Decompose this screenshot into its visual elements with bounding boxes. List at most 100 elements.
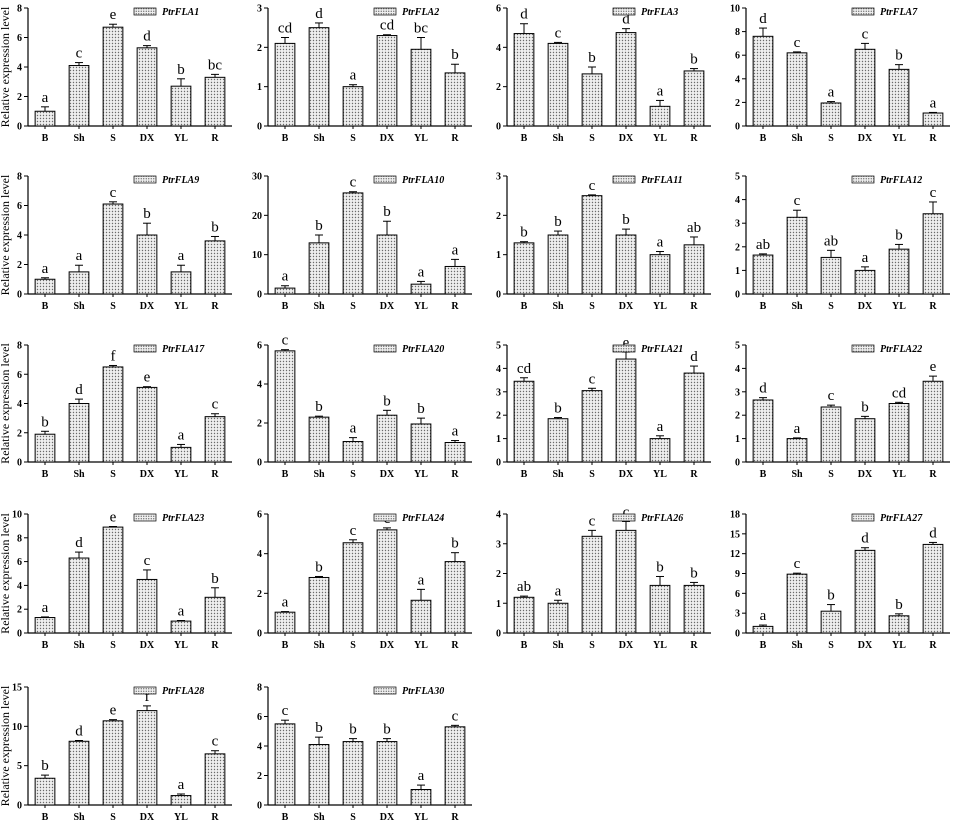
x-tick-label: B: [760, 133, 767, 144]
bar: [615, 234, 637, 295]
bar: [683, 584, 705, 634]
bar: [34, 433, 56, 463]
significance-letter: a: [178, 777, 185, 793]
x-tick-label: YL: [414, 812, 428, 822]
bar: [170, 795, 192, 806]
x-tick-label: R: [690, 469, 698, 480]
legend-label: PtrFLA23: [162, 513, 204, 524]
y-tick-label: 2: [496, 82, 501, 93]
x-tick-label: R: [690, 640, 698, 651]
bar: [342, 741, 364, 806]
legend-swatch: [373, 513, 397, 522]
legend-label: PtrFLA11: [641, 175, 683, 186]
x-tick-label: YL: [653, 640, 667, 651]
bar: [547, 418, 569, 463]
x-tick-label: Sh: [73, 133, 85, 144]
x-tick-label: DX: [380, 133, 395, 144]
bar: [308, 576, 330, 634]
x-tick-label: YL: [174, 469, 188, 480]
x-tick-label: R: [451, 301, 459, 312]
x-tick-label: DX: [619, 301, 634, 312]
chart-panel-PtrFLA10: 0 10 20 30 a Bb Sh c Sb DX a YL a R PtrFLA10: [252, 172, 472, 312]
significance-letter: b: [41, 758, 49, 774]
bar: [649, 438, 671, 463]
bar: [410, 789, 432, 806]
significance-letter: b: [315, 399, 323, 415]
significance-letter: a: [828, 85, 835, 101]
bar: [786, 573, 808, 634]
x-tick-label: R: [211, 133, 219, 144]
y-tick-label: 0: [496, 629, 501, 640]
y-tick-label: 15: [730, 529, 740, 540]
bar: [888, 248, 910, 295]
bar: [102, 720, 124, 806]
significance-letter: b: [451, 536, 459, 552]
bar: [683, 70, 705, 127]
significance-letter: c: [144, 553, 151, 569]
x-tick-label: Sh: [552, 133, 564, 144]
x-tick-label: R: [929, 640, 937, 651]
y-tick-label: 6: [17, 33, 22, 44]
x-tick-label: Sh: [73, 469, 85, 480]
x-tick-label: DX: [619, 469, 634, 480]
significance-letter: b: [383, 722, 391, 738]
y-tick-label: 0: [17, 458, 22, 469]
significance-letter: d: [75, 723, 83, 739]
bar: [136, 234, 158, 295]
significance-letter: a: [657, 235, 664, 251]
x-tick-label: S: [350, 133, 356, 144]
legend-label: PtrFLA2: [402, 7, 439, 18]
y-tick-label: 2: [17, 92, 22, 103]
x-tick-label: S: [110, 812, 116, 822]
y-tick-label: 0: [257, 290, 262, 301]
significance-letter: b: [827, 588, 835, 604]
significance-letter: b: [690, 565, 698, 581]
legend-swatch: [373, 175, 397, 184]
bar: [752, 625, 774, 634]
y-tick-label: 0: [17, 629, 22, 640]
x-tick-label: S: [350, 469, 356, 480]
y-tick-label: 8: [17, 341, 22, 352]
y-tick-label: 2: [17, 605, 22, 616]
x-tick-label: R: [929, 469, 937, 480]
bar: [752, 35, 774, 127]
x-tick-label: S: [110, 640, 116, 651]
y-tick-label: 2: [735, 98, 740, 109]
y-tick-label: 1: [735, 434, 740, 445]
x-tick-label: S: [110, 469, 116, 480]
significance-letter: b: [554, 401, 562, 417]
x-tick-label: B: [521, 301, 528, 312]
bar: [922, 213, 944, 295]
significance-letter: b: [177, 62, 185, 78]
bar: [136, 710, 158, 806]
x-tick-label: S: [828, 469, 834, 480]
significance-letter: d: [929, 525, 937, 541]
significance-letter: ab: [517, 579, 531, 595]
significance-letter: c: [452, 708, 459, 724]
x-tick-label: S: [828, 133, 834, 144]
bar: [888, 68, 910, 127]
legend-swatch: [851, 344, 875, 353]
significance-letter: ab: [756, 237, 770, 253]
y-tick-label: 4: [17, 581, 22, 592]
y-tick-label: 3: [496, 539, 501, 550]
x-tick-label: S: [589, 469, 595, 480]
significance-letter: a: [657, 419, 664, 435]
y-tick-label: 1: [496, 434, 501, 445]
y-tick-label: 3: [735, 219, 740, 230]
y-tick-label: 2: [17, 260, 22, 271]
bar: [922, 543, 944, 634]
legend-label: PtrFLA30: [402, 686, 444, 697]
y-tick-label: 0: [496, 290, 501, 301]
y-tick-label: 3: [496, 387, 501, 398]
legend-label: PtrFLA20: [402, 344, 444, 355]
significance-letter: e: [930, 359, 937, 375]
x-tick-label: Sh: [73, 640, 85, 651]
y-tick-label: 4: [257, 549, 262, 560]
bar: [68, 403, 90, 463]
bar: [102, 366, 124, 463]
bar: [68, 740, 90, 806]
y-tick-label: 10: [12, 510, 22, 521]
significance-letter: c: [350, 523, 357, 539]
chart-panel-PtrFLA1: 0 2 4 6 8 Relative expression level a Bc Sh e Sd DX…: [0, 4, 232, 144]
